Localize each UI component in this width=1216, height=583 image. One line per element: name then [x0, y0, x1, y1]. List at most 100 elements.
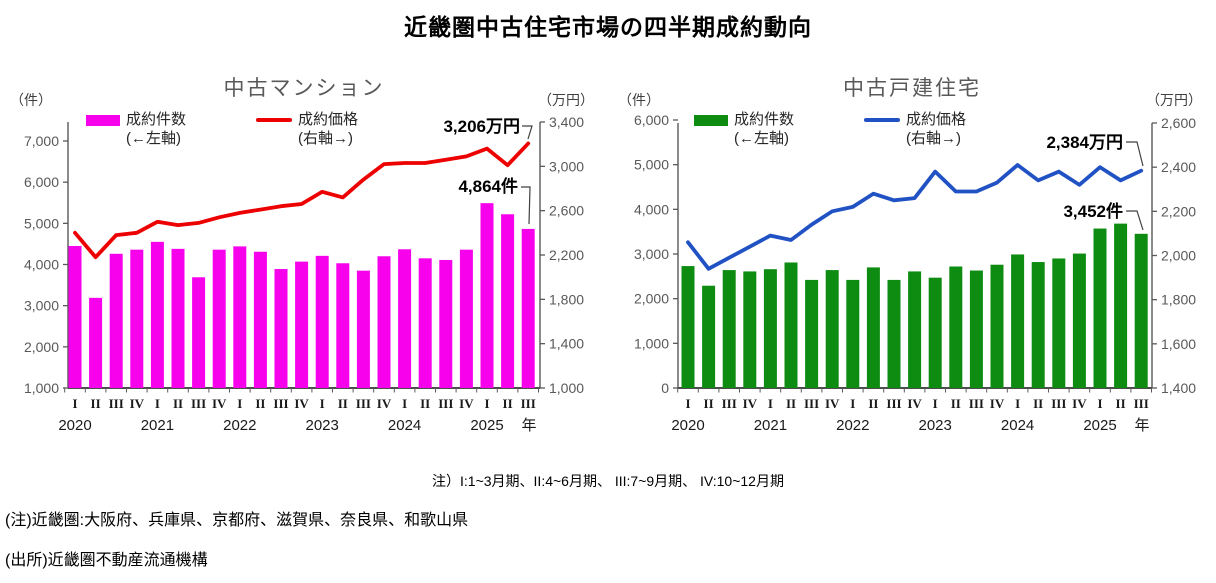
condo-legend-line: 成約価格 (右軸→)	[256, 110, 358, 148]
condo-legend-line-label: 成約価格	[298, 111, 359, 128]
svg-text:II: II	[503, 396, 513, 411]
price-line	[73, 141, 531, 260]
svg-text:2022: 2022	[223, 417, 256, 434]
svg-text:III: III	[438, 396, 453, 411]
bar	[109, 253, 123, 388]
svg-text:2,000: 2,000	[1161, 248, 1196, 264]
svg-text:IV: IV	[212, 396, 227, 411]
bar-value-annotation: 4,864件	[458, 176, 518, 196]
bar	[233, 246, 247, 388]
svg-text:2025: 2025	[470, 417, 503, 434]
line-value-annotation: 3,206万円	[443, 117, 520, 136]
svg-text:III: III	[1134, 396, 1149, 411]
svg-text:II: II	[868, 396, 878, 411]
bar	[866, 267, 880, 388]
svg-text:I: I	[155, 396, 160, 411]
bar	[521, 228, 535, 388]
bar	[418, 258, 432, 388]
bar	[274, 269, 288, 388]
svg-text:IV: IV	[825, 396, 840, 411]
svg-text:5,000: 5,000	[634, 157, 669, 173]
house-legend-bars-label: 成約件数	[734, 111, 795, 128]
bar	[1114, 223, 1128, 388]
svg-text:5,000: 5,000	[24, 215, 59, 231]
bar-swatch-icon	[694, 115, 728, 126]
condo-chart: 中古マンション （件） （万円） 7,000 6,000 5,000 4,000 3,0…	[0, 70, 608, 470]
house-right-axis-unit: （万円）	[1146, 92, 1202, 108]
bar	[1052, 258, 1066, 388]
svg-text:II: II	[1033, 396, 1043, 411]
house-legend-line: 成約価格 (右軸→)	[864, 110, 966, 148]
source-note: (出所)近畿圏不動産流通機構	[5, 552, 208, 569]
bar	[501, 214, 515, 388]
svg-text:2022: 2022	[836, 417, 869, 434]
svg-text:II: II	[338, 396, 348, 411]
svg-text:2020: 2020	[671, 417, 704, 434]
bar	[212, 249, 226, 388]
bar	[253, 251, 267, 388]
svg-text:IV: IV	[377, 396, 392, 411]
svg-text:II: II	[1116, 396, 1126, 411]
y-tick-labels: 7,000 6,000 5,000 4,000 3,000 2,000 1,000 3,400…	[24, 114, 584, 396]
svg-text:2021: 2021	[754, 417, 787, 434]
svg-text:2,600: 2,600	[1161, 115, 1196, 131]
condo-left-axis-unit: （件）	[10, 92, 52, 108]
svg-text:3,000: 3,000	[634, 246, 669, 262]
svg-text:3,000: 3,000	[24, 298, 59, 314]
house-legend-line-label: 成約価格	[906, 111, 967, 128]
bar	[336, 263, 350, 388]
svg-text:2,400: 2,400	[1161, 159, 1196, 175]
svg-text:IV: IV	[907, 396, 922, 411]
house-chart-plot: 6,000 5,000 4,000 3,000 2,000 1,000 0 2,600 2,40…	[634, 112, 1196, 434]
bar	[969, 270, 983, 388]
bar-swatch-icon	[86, 115, 120, 126]
bar	[681, 266, 695, 388]
bar	[315, 255, 329, 388]
house-legend-bars: 成約件数 (←左軸)	[694, 110, 794, 148]
svg-text:I: I	[320, 396, 325, 411]
svg-text:IV: IV	[1072, 396, 1087, 411]
line-value-annotation: 2,384万円	[1046, 133, 1123, 152]
svg-text:III: III	[273, 396, 288, 411]
svg-text:2024: 2024	[388, 417, 421, 434]
svg-text:III: III	[804, 396, 819, 411]
y-tick-labels: 6,000 5,000 4,000 3,000 2,000 1,000 0 2,600 2,40…	[634, 112, 1196, 396]
svg-text:I: I	[933, 396, 938, 411]
svg-text:IV: IV	[294, 396, 309, 411]
bar	[356, 270, 370, 388]
svg-text:2020: 2020	[58, 417, 91, 434]
bar	[398, 249, 412, 388]
bar	[763, 269, 777, 388]
house-left-axis-unit: （件）	[618, 92, 660, 108]
svg-text:II: II	[173, 396, 183, 411]
bar	[805, 279, 819, 388]
bar	[990, 264, 1004, 388]
svg-text:1,800: 1,800	[549, 291, 584, 307]
svg-text:1,000: 1,000	[24, 380, 59, 396]
svg-text:I: I	[237, 396, 242, 411]
house-chart-title: 中古戸建住宅	[843, 77, 981, 100]
bar	[702, 285, 716, 388]
svg-text:I: I	[484, 396, 489, 411]
condo-legend: 成約件数 (←左軸) 成約価格 (右軸→)	[86, 110, 426, 156]
svg-text:II: II	[786, 396, 796, 411]
svg-text:I: I	[402, 396, 407, 411]
bar	[887, 279, 901, 388]
svg-text:1,400: 1,400	[549, 336, 584, 352]
quarter-definition-note: 注）I:1~3月期、II:4~6月期、 III:7~9月期、 IV:10~12月…	[432, 473, 784, 489]
svg-text:4,000: 4,000	[634, 201, 669, 217]
svg-text:1,400: 1,400	[1161, 380, 1196, 396]
svg-text:III: III	[886, 396, 901, 411]
house-legend: 成約件数 (←左軸) 成約価格 (右軸→)	[694, 110, 1034, 156]
bar	[171, 248, 185, 388]
year-labels: 2020 2021 2022 2023 2024 2025 年	[671, 417, 1149, 434]
bar	[1093, 228, 1107, 388]
bar	[130, 249, 144, 388]
svg-text:2024: 2024	[1001, 417, 1034, 434]
svg-text:2,600: 2,600	[549, 203, 584, 219]
svg-text:III: III	[1051, 396, 1066, 411]
svg-text:1,000: 1,000	[549, 380, 584, 396]
bar	[377, 256, 391, 388]
year-labels: 2020 2021 2022 2023 2024 2025 年	[58, 417, 536, 434]
price-line	[686, 163, 1144, 271]
